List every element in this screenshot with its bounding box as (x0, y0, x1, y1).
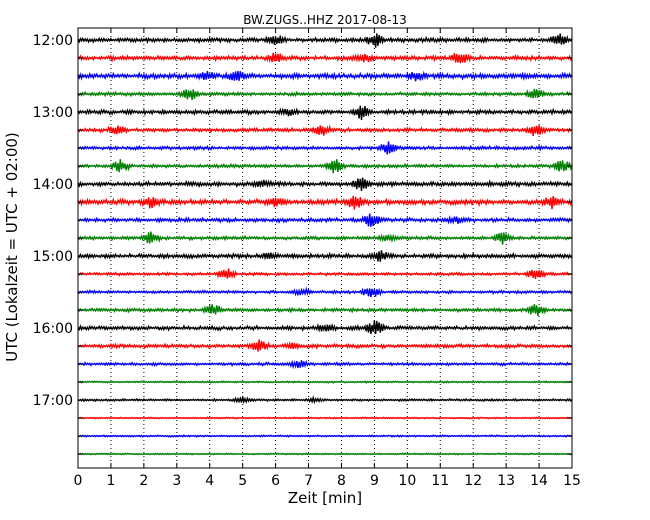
x-tick-label: 12 (464, 473, 482, 489)
x-tick-label: 5 (238, 473, 247, 489)
seismic-trace (77, 159, 573, 174)
seismic-trace (77, 177, 573, 191)
x-tick-label: 4 (205, 473, 214, 489)
x-tick-label: 0 (74, 473, 83, 489)
x-tick-label: 9 (370, 473, 379, 489)
seismic-trace (77, 359, 573, 370)
seismic-trace (77, 320, 573, 335)
seismic-trace (77, 268, 573, 280)
x-tick-label: 11 (431, 473, 449, 489)
grid-lines (110, 28, 540, 468)
seismic-trace (77, 304, 573, 316)
x-tick-label: 10 (398, 473, 416, 489)
seismic-trace (77, 141, 573, 155)
seismic-trace (77, 231, 573, 245)
seismic-trace (77, 52, 573, 64)
seismic-trace (77, 70, 573, 82)
x-tick-label: 15 (563, 473, 581, 489)
x-tick-label: 13 (497, 473, 515, 489)
seismic-trace (77, 33, 573, 48)
seismic-trace (77, 88, 573, 100)
seismic-trace (77, 395, 573, 405)
trace-group (77, 33, 573, 456)
x-tick-label: 14 (530, 473, 548, 489)
seismic-trace (77, 339, 573, 352)
y-tick-label: 16:00 (33, 321, 73, 337)
y-tick-label: 15:00 (33, 249, 73, 265)
seismic-trace (77, 250, 573, 262)
x-tick-label: 7 (304, 473, 313, 489)
x-tick-label: 2 (139, 473, 148, 489)
x-tick-label: 1 (106, 473, 115, 489)
x-tick-label: 8 (337, 473, 346, 489)
x-tick-label: 6 (271, 473, 280, 489)
y-tick-label: 17:00 (33, 393, 73, 409)
seismic-trace (77, 452, 573, 456)
y-axis-ticks: 12:00 13:00 14:00 15:00 16:00 17:00 (33, 33, 572, 455)
y-axis-label: UTC (Lokalzeit = UTC + 02:00) (3, 132, 21, 362)
chart-title: BW.ZUGS..HHZ 2017-08-13 (243, 13, 406, 27)
y-tick-label: 12:00 (33, 33, 73, 49)
seismic-trace (77, 380, 573, 384)
seismic-trace (77, 105, 573, 120)
seismic-trace (77, 286, 573, 298)
x-axis-label: Zeit [min] (288, 489, 362, 507)
seismic-trace (77, 433, 573, 438)
x-axis-ticks: 0 1 2 3 4 5 6 7 8 9 10 11 12 13 14 15 (74, 28, 581, 489)
seismic-trace (77, 416, 573, 420)
plot-frame (77, 27, 573, 469)
seismic-trace (77, 195, 573, 210)
y-tick-label: 14:00 (33, 177, 73, 193)
seismic-trace (77, 213, 573, 227)
y-tick-label: 13:00 (33, 105, 73, 121)
x-tick-label: 3 (172, 473, 181, 489)
seismic-trace (77, 124, 573, 136)
